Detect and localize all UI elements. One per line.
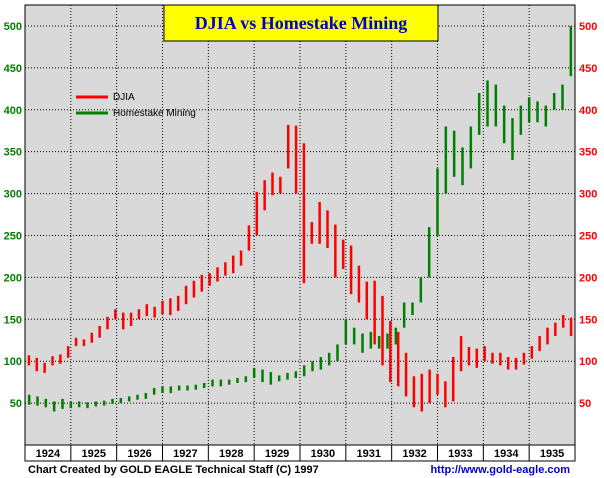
x-tick-labels: 1924 1925 1926 1927 1928 1929 1930 1931 1932 1933… (36, 445, 564, 461)
y-tick-label-left: 400 (4, 105, 22, 117)
y-tick-label-left: 450 (4, 63, 22, 75)
y-tick-label-right: 400 (579, 105, 597, 117)
x-tick-label: 1933 (448, 448, 472, 460)
y-tick-label-left: 50 (10, 398, 22, 410)
y-tick-label-right: 150 (579, 314, 597, 326)
chart-title: DJIA vs Homestake Mining (195, 13, 408, 33)
y-tick-label-left: 500 (4, 21, 22, 33)
y-tick-label-right: 450 (579, 63, 597, 75)
y-tick-label-left: 350 (4, 147, 22, 159)
series-layer (27, 25, 573, 412)
y-tick-label-right: 50 (579, 398, 591, 410)
y-tick-label-right: 350 (579, 147, 597, 159)
y-tick-label-right: 200 (579, 272, 597, 284)
y-tick-label-left: 100 (4, 356, 22, 368)
legend-label-homestake: Homestake Mining (113, 108, 196, 119)
footer-url[interactable]: http://www.gold-eagle.com (430, 464, 570, 476)
y-tick-label-right: 100 (579, 356, 597, 368)
x-tick-label: 1929 (265, 448, 289, 460)
x-tick-label: 1932 (402, 448, 426, 460)
x-tick-label: 1930 (311, 448, 335, 460)
x-tick-label: 1925 (82, 448, 106, 460)
x-tick-label: 1935 (540, 448, 564, 460)
x-tick-label: 1924 (36, 448, 61, 460)
x-tick-label: 1927 (173, 448, 197, 460)
x-tick-label: 1926 (127, 448, 151, 460)
y-tick-label-right: 500 (579, 21, 597, 33)
y-tick-label-right: 300 (579, 189, 597, 201)
y-tick-label-left: 250 (4, 230, 22, 242)
y-tick-label-right: 250 (579, 230, 597, 242)
series-djia (27, 124, 573, 412)
title-box (163, 4, 439, 42)
axes: 50 50 100 100 150 150 200 200 250 250 300 300 350 350… (4, 21, 598, 410)
legend-label-djia: DJIA (113, 92, 135, 103)
x-tick-label: 1934 (494, 448, 519, 460)
series-homestake (27, 25, 573, 412)
x-tick-label: 1928 (219, 448, 243, 460)
x-tick-label: 1931 (357, 448, 381, 460)
y-tick-label-left: 300 (4, 189, 22, 201)
footer-credit: Chart Created by GOLD EAGLE Technical St… (28, 464, 319, 476)
legend: DJIA Homestake Mining (76, 92, 196, 119)
y-tick-label-left: 150 (4, 314, 22, 326)
y-tick-label-left: 200 (4, 272, 22, 284)
